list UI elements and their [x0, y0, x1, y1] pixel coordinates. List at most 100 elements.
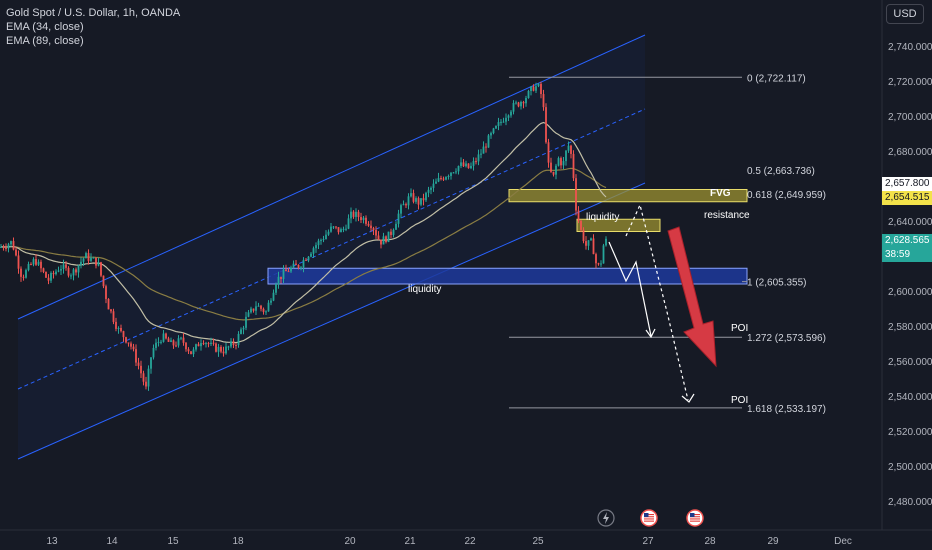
candle-body: [392, 229, 395, 235]
candle: [542, 89, 545, 111]
candle: [247, 309, 250, 318]
candle-body: [582, 229, 585, 242]
fib-label-1: 1 (2,605.355): [747, 278, 807, 289]
time-tick-label: 15: [167, 536, 179, 547]
candle: [22, 274, 25, 281]
candle: [135, 344, 137, 367]
candle: [602, 243, 605, 264]
candle-body: [210, 342, 212, 345]
candle-body: [257, 305, 260, 307]
candle: [297, 264, 300, 270]
candle: [160, 339, 162, 345]
candle-body: [185, 342, 187, 350]
candle-body: [325, 234, 327, 240]
candle-body: [592, 238, 595, 255]
candle: [242, 325, 245, 335]
candle-body: [22, 276, 25, 278]
countdown-label: 38:59: [882, 248, 932, 262]
candle: [252, 308, 255, 313]
candle-body: [577, 210, 580, 221]
candle-body: [465, 163, 467, 167]
candle: [572, 150, 575, 182]
candle-body: [205, 343, 207, 345]
candle: [295, 259, 297, 265]
time-tick-label: 27: [642, 536, 654, 547]
candle: [347, 214, 350, 230]
candle-body: [512, 103, 515, 112]
candle-body: [495, 125, 497, 129]
price-axis[interactable]: 2,740.0002,720.0002,700.0002,680.0002,66…: [881, 0, 932, 530]
price-tick-label: 2,500.000: [888, 462, 932, 473]
event-markers[interactable]: [597, 509, 704, 527]
candle: [47, 274, 50, 285]
candle: [352, 210, 355, 219]
candle: [535, 82, 537, 94]
candle: [562, 157, 565, 170]
time-axis[interactable]: 13 14 15 18 20 21 22 25 27 28 29 Dec: [0, 529, 932, 547]
candle-body: [192, 349, 195, 355]
us-flag-event-icon[interactable]: [686, 509, 704, 527]
candle-body: [270, 300, 272, 303]
candle-body: [255, 306, 257, 311]
candle: [170, 337, 172, 343]
flag-canton: [644, 513, 649, 517]
candle: [505, 113, 507, 126]
candle: [87, 249, 90, 265]
candle-body: [485, 146, 487, 148]
candle: [420, 198, 422, 207]
candle: [120, 324, 122, 333]
candle-body: [350, 211, 352, 219]
candle: [392, 228, 395, 238]
candle-body: [87, 253, 90, 261]
candle: [417, 196, 420, 210]
time-tick-label: 13: [46, 536, 58, 547]
projection-arrowhead-2: [681, 393, 695, 403]
resistance-label: resistance: [704, 210, 750, 221]
candle: [462, 159, 465, 167]
candle: [560, 156, 562, 169]
candle: [472, 157, 475, 171]
candle: [100, 261, 102, 278]
candle: [125, 336, 127, 344]
candle: [2, 244, 5, 251]
candle: [380, 239, 382, 249]
candle: [497, 117, 500, 131]
candle: [375, 226, 377, 239]
candle: [425, 191, 427, 203]
candle-body: [97, 262, 100, 266]
time-tick-label: 21: [404, 536, 416, 547]
candle-body: [32, 259, 35, 265]
candle: [90, 253, 92, 263]
candle: [202, 340, 205, 346]
candle: [585, 236, 587, 250]
currency-button[interactable]: USD: [886, 4, 924, 24]
time-tick-label: 25: [532, 536, 544, 547]
candle: [340, 227, 342, 233]
candle-body: [117, 327, 120, 329]
candle: [145, 376, 147, 390]
candle: [262, 307, 265, 315]
candle-body: [370, 225, 372, 229]
candle-body: [537, 83, 540, 87]
candle-body: [535, 86, 537, 91]
candle-body: [197, 344, 200, 347]
flash-event-icon[interactable]: [597, 509, 615, 527]
channel-mid-line: [17, 108, 646, 390]
candle: [95, 257, 97, 269]
candle-body: [320, 239, 322, 241]
price-tick-label: 2,720.000: [888, 77, 932, 88]
candle: [70, 273, 72, 280]
candle: [470, 162, 472, 170]
candle-body: [277, 276, 280, 285]
candle: [427, 186, 430, 198]
candle: [452, 172, 455, 174]
us-flag-event-icon[interactable]: [640, 509, 658, 527]
candle-body: [237, 333, 240, 346]
candle: [587, 240, 590, 251]
candle-body: [292, 263, 295, 268]
candle: [30, 262, 32, 266]
candle-body: [322, 239, 325, 241]
candle: [105, 284, 107, 304]
candle: [167, 336, 170, 343]
